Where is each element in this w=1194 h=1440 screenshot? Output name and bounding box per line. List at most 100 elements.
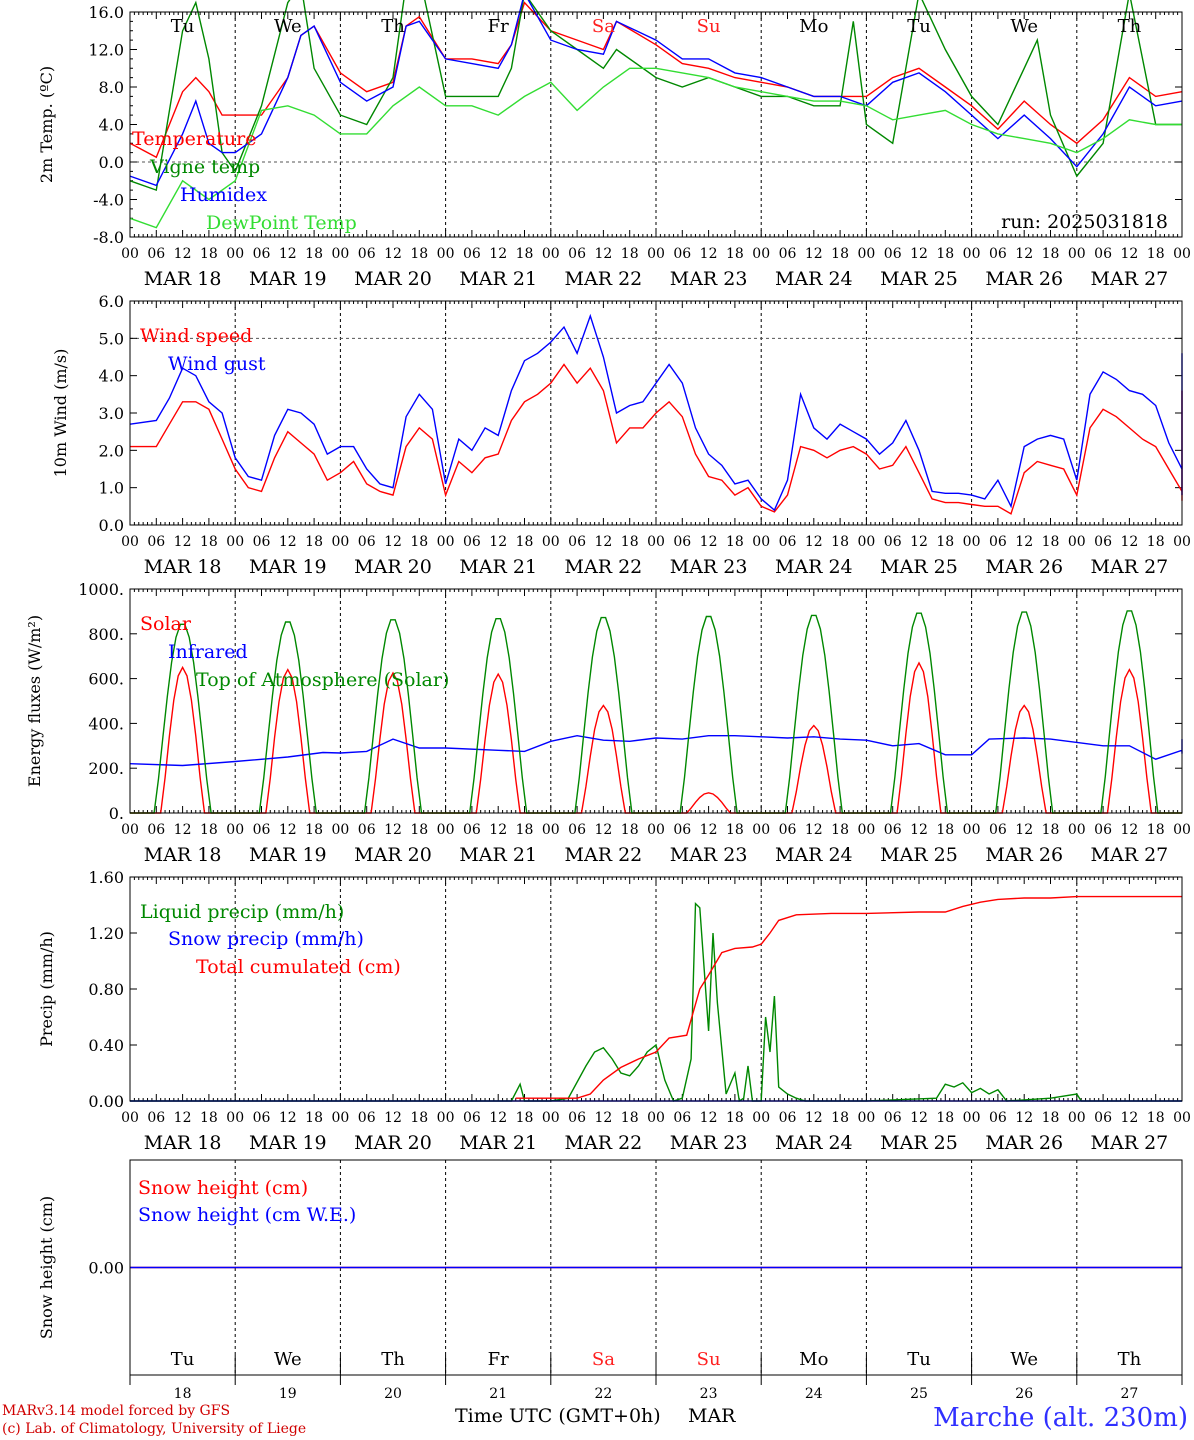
hour-label: 18 — [1147, 246, 1165, 262]
hour-label: 12 — [1120, 534, 1138, 550]
hour-label: 12 — [384, 246, 402, 262]
day-name-label: Tu — [907, 1349, 931, 1370]
date-label: MAR 21 — [459, 268, 537, 290]
day-name-label: Tu — [171, 1349, 195, 1370]
hour-label: 00 — [437, 246, 455, 262]
hour-label: 18 — [726, 1110, 744, 1126]
hour-label: 06 — [568, 534, 586, 550]
plot-frame — [129, 876, 1183, 1102]
hour-label: 18 — [936, 246, 954, 262]
date-label: MAR 27 — [1091, 268, 1169, 290]
date-label: MAR 24 — [775, 844, 853, 866]
hour-label: 06 — [463, 822, 481, 838]
hour-label: 00 — [437, 534, 455, 550]
hour-label: 12 — [384, 1110, 402, 1126]
hour-label: 06 — [673, 246, 691, 262]
legend-entry: Humidex — [180, 184, 267, 206]
date-label: MAR 25 — [880, 556, 958, 578]
hour-label: 00 — [331, 1110, 349, 1126]
date-label: MAR 20 — [354, 268, 432, 290]
hour-label: 00 — [121, 246, 139, 262]
legend-entry: Snow height (cm W.E.) — [138, 1204, 356, 1226]
hour-label: 18 — [1042, 246, 1060, 262]
hour-label: 00 — [437, 822, 455, 838]
hour-label: 12 — [805, 534, 823, 550]
series-line-infrared — [129, 734, 1183, 767]
meteogram: 16.0 12.0 8.0 4.0 0.0 -4.0 -8.0 2m Temp. (ºC) Te… — [25, 0, 1191, 1400]
date-label: MAR 18 — [144, 844, 222, 866]
y-tick-label: 800. — [88, 625, 124, 644]
plot-frame — [129, 588, 1183, 814]
hour-label: 00 — [331, 822, 349, 838]
hour-label: 18 — [621, 822, 639, 838]
day-number-label: 19 — [279, 1386, 297, 1400]
hour-label: 00 — [226, 822, 244, 838]
y-tick-label: 3.0 — [99, 404, 124, 423]
date-label: MAR 25 — [880, 268, 958, 290]
hour-label: 06 — [147, 1110, 165, 1126]
date-label: MAR 19 — [249, 1132, 327, 1154]
hour-label: 12 — [700, 1110, 718, 1126]
hour-label: 06 — [673, 534, 691, 550]
hour-label: 18 — [200, 534, 218, 550]
hour-label: 00 — [752, 534, 770, 550]
day-name-label: Mo — [799, 1349, 828, 1370]
hour-label: 18 — [936, 1110, 954, 1126]
day-name-label: Fr — [488, 16, 509, 37]
hour-label: 06 — [673, 822, 691, 838]
date-label: MAR 20 — [354, 1132, 432, 1154]
date-label: MAR 26 — [985, 268, 1063, 290]
hour-label: 00 — [647, 822, 665, 838]
date-label: MAR 22 — [565, 268, 643, 290]
day-name-label: Tu — [907, 16, 931, 37]
hour-label: 12 — [174, 1110, 192, 1126]
series-line-liquid-precip-mm-h- — [130, 901, 1182, 1103]
series-line-wind-speed — [130, 363, 1183, 515]
hour-label: 12 — [384, 822, 402, 838]
panel-wind: 6.0 5.0 4.0 3.0 2.0 1.0 0.0 10m Wind (m/s) Wind … — [51, 292, 1191, 578]
y-tick-label: 1.20 — [88, 924, 124, 943]
y-tick-label: 0.40 — [88, 1036, 124, 1055]
lab-credit: (c) Lab. of Climatology, University of L… — [2, 1421, 307, 1437]
y-tick-label: 400. — [88, 714, 124, 733]
date-label: MAR 20 — [354, 844, 432, 866]
hour-label: 12 — [594, 534, 612, 550]
hour-label: 06 — [884, 534, 902, 550]
y-axis-label: Snow height (cm) — [37, 1196, 56, 1339]
hour-label: 18 — [1147, 822, 1165, 838]
hour-label: 12 — [174, 822, 192, 838]
hour-label: 18 — [621, 246, 639, 262]
y-tick-label: 0.0 — [99, 153, 124, 172]
date-label: MAR 21 — [459, 844, 537, 866]
hour-label: 12 — [805, 822, 823, 838]
date-label: MAR 18 — [144, 1132, 222, 1154]
hour-label: 06 — [884, 822, 902, 838]
y-tick-label: 600. — [88, 670, 124, 689]
hour-label: 12 — [489, 246, 507, 262]
hour-label: 06 — [358, 534, 376, 550]
date-label: MAR 22 — [565, 556, 643, 578]
hour-label: 00 — [1068, 246, 1086, 262]
day-name-label: We — [274, 16, 302, 37]
hour-label: 18 — [516, 534, 534, 550]
hour-label: 12 — [174, 246, 192, 262]
hour-label: 18 — [831, 1110, 849, 1126]
hour-label: 12 — [594, 1110, 612, 1126]
hour-label: 06 — [989, 534, 1007, 550]
day-name-label: We — [1010, 1349, 1038, 1370]
day-number-label: 23 — [700, 1386, 718, 1400]
hour-label: 00 — [647, 534, 665, 550]
day-name-label: We — [274, 1349, 302, 1370]
hour-label: 00 — [542, 534, 560, 550]
hour-label: 00 — [121, 534, 139, 550]
hour-label: 18 — [621, 534, 639, 550]
hour-label: 00 — [647, 1110, 665, 1126]
hour-label: 00 — [542, 1110, 560, 1126]
hour-label: 06 — [463, 246, 481, 262]
hour-label: 18 — [305, 1110, 323, 1126]
y-axis-label: Energy fluxes (W/m²) — [25, 615, 44, 787]
date-label: MAR 26 — [985, 556, 1063, 578]
hour-label: 06 — [1094, 1110, 1112, 1126]
hour-label: 18 — [621, 1110, 639, 1126]
hour-label: 18 — [200, 1110, 218, 1126]
